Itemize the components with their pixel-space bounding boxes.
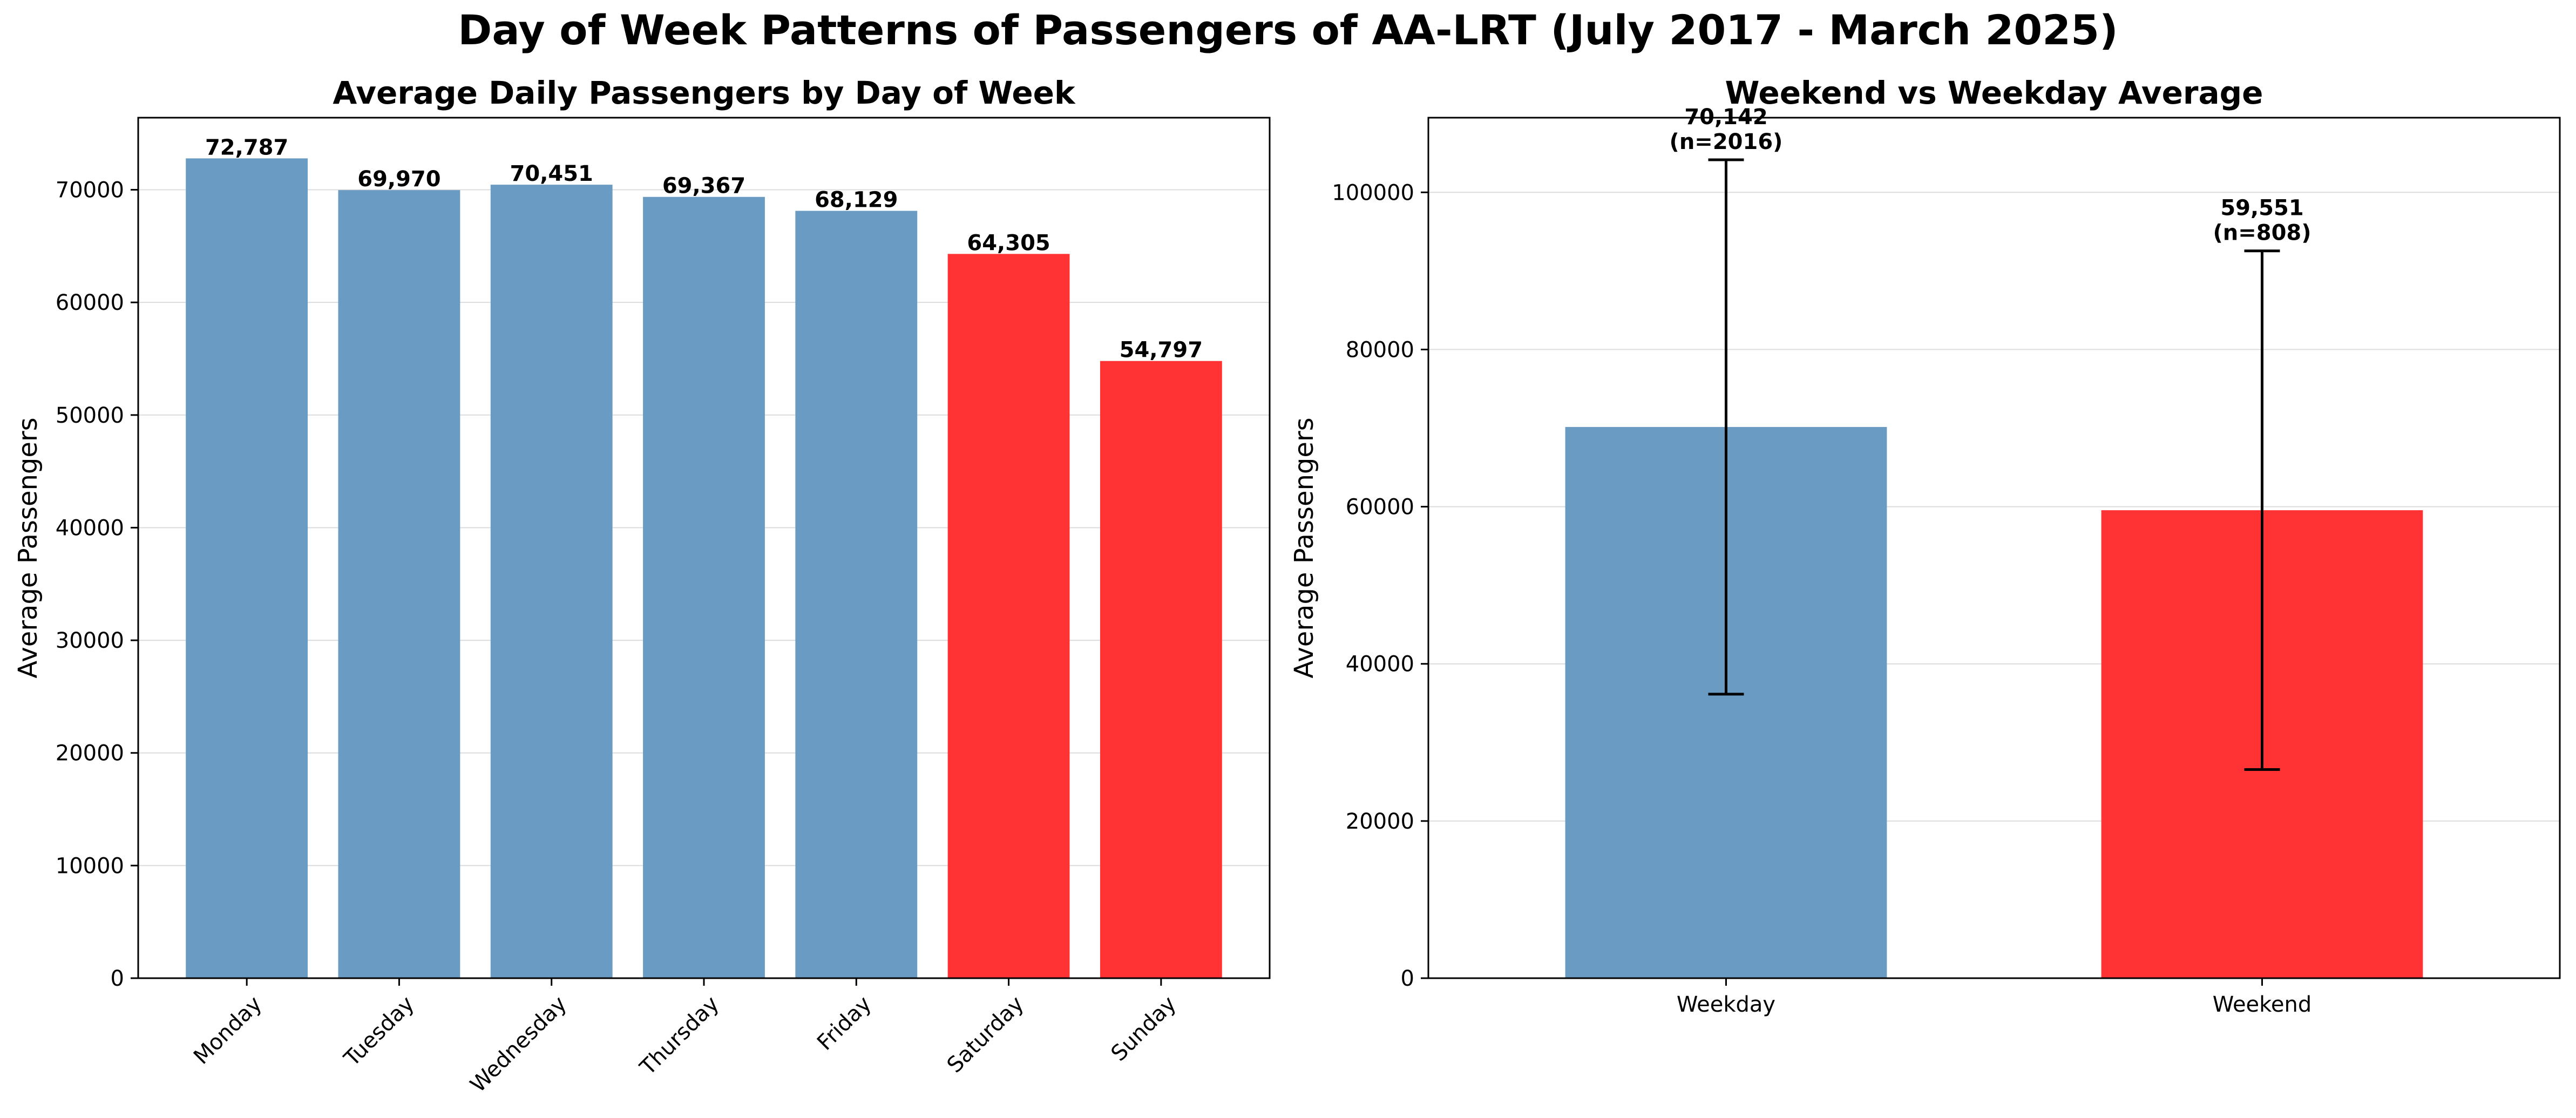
y-tick-label: 40000 bbox=[1346, 652, 1414, 677]
figure-suptitle: Day of Week Patterns of Passengers of AA… bbox=[458, 6, 2118, 54]
x-tick-label: Monday bbox=[189, 992, 267, 1069]
y-tick-label: 10000 bbox=[56, 853, 124, 878]
x-tick-label: Thursday bbox=[635, 992, 724, 1081]
y-tick-label: 30000 bbox=[56, 628, 124, 653]
y-tick-label: 20000 bbox=[1346, 809, 1414, 834]
y-tick-label: 50000 bbox=[56, 403, 124, 428]
data-label: 72,787 bbox=[205, 135, 288, 160]
bar-thursday bbox=[643, 197, 765, 979]
chart-title: Weekend vs Weekday Average bbox=[1725, 74, 2263, 111]
y-axis-label: Average Passengers bbox=[1289, 417, 1319, 678]
y-tick-label: 60000 bbox=[56, 290, 124, 315]
bar-tuesday bbox=[338, 190, 460, 978]
y-tick-label: 40000 bbox=[56, 516, 124, 540]
data-label: 64,305 bbox=[967, 231, 1050, 255]
x-tick-label: Friday bbox=[812, 992, 876, 1055]
data-label: 69,970 bbox=[357, 167, 440, 192]
chart-day-of-week: 72,787 69,970 70,451 69,367 68,129 64,305 54,7… bbox=[13, 74, 1271, 1097]
data-label: 54,797 bbox=[1120, 338, 1203, 363]
data-sublabel: (n=808) bbox=[2213, 221, 2311, 246]
x-tick-label: Tuesday bbox=[339, 992, 419, 1072]
x-tick-label: Weekend bbox=[2213, 992, 2312, 1017]
bar-saturday bbox=[947, 254, 1070, 978]
data-label: 70,451 bbox=[510, 161, 593, 186]
plot-frame bbox=[1427, 117, 2561, 979]
y-tick-label: 70000 bbox=[56, 178, 124, 203]
x-tick-label: Weekday bbox=[1677, 992, 1775, 1017]
chart-weekend-vs-weekday: (n=2016)70,142(n=808)59,5510200004000060… bbox=[1289, 74, 2561, 1017]
data-sublabel: (n=2016) bbox=[1670, 130, 1783, 154]
chart-title: Average Daily Passengers by Day of Week bbox=[333, 74, 1076, 111]
y-tick-label: 80000 bbox=[1346, 337, 1414, 362]
y-axis-label: Average Passengers bbox=[13, 417, 43, 678]
bar-monday bbox=[186, 158, 308, 979]
y-tick-label: 60000 bbox=[1346, 495, 1414, 520]
y-tick-label: 100000 bbox=[1332, 180, 1414, 205]
x-tick-label: Wednesday bbox=[465, 992, 571, 1097]
x-tick-label: Saturday bbox=[943, 992, 1029, 1078]
y-tick-label: 0 bbox=[1401, 966, 1414, 991]
y-tick-label: 0 bbox=[111, 966, 124, 991]
bar-friday bbox=[795, 211, 918, 979]
bar-wednesday bbox=[490, 185, 613, 979]
data-label: 68,129 bbox=[815, 188, 898, 213]
bar-sunday bbox=[1100, 361, 1222, 978]
data-label: 69,367 bbox=[662, 174, 745, 199]
data-label: 59,551 bbox=[2220, 196, 2303, 221]
y-tick-label: 20000 bbox=[56, 741, 124, 766]
x-tick-label: Sunday bbox=[1107, 992, 1181, 1066]
